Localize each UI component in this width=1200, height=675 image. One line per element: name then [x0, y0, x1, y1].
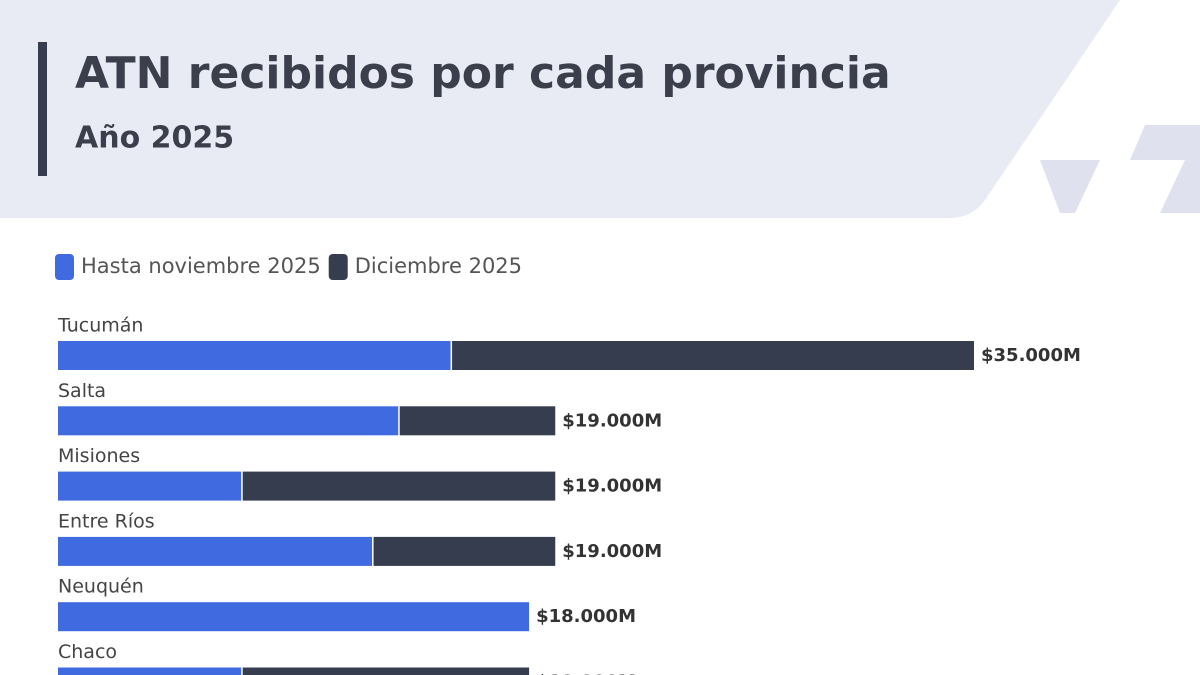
bar-segment: [58, 536, 373, 566]
total-label: $19.000M: [562, 410, 662, 431]
bar-segment: [58, 602, 530, 632]
total-label: $19.000M: [562, 541, 662, 562]
decor: [1040, 160, 1100, 213]
bar-segment: [58, 406, 399, 436]
total-label: $18.000M: [536, 606, 636, 627]
legend-swatch: [328, 254, 348, 280]
chart-subtitle: Año 2025: [75, 121, 234, 156]
total-label: $19.000M: [562, 476, 662, 497]
category-label: Neuquén: [58, 576, 144, 598]
chart-title: ATN recibidos por cada provincia: [75, 48, 891, 99]
bar-segment: [242, 667, 530, 675]
accent-bar: [38, 42, 47, 176]
bar-segment: [242, 471, 556, 501]
bar-segment: [373, 536, 556, 566]
bar-segment: [58, 667, 242, 675]
header-bg: [0, 0, 1120, 218]
legend-label: Hasta noviembre 2025: [81, 254, 321, 278]
bar-segment: [58, 471, 242, 501]
category-label: Entre Ríos: [58, 510, 155, 532]
bar-segment: [58, 341, 451, 370]
category-label: Salta: [58, 380, 106, 402]
total-label: $18.000M: [536, 672, 636, 675]
total-label: $35.000M: [981, 345, 1081, 366]
category-label: Tucumán: [57, 315, 143, 337]
bar-segment: [452, 341, 975, 370]
decor: [1130, 125, 1200, 213]
bar-segment: [399, 406, 556, 436]
category-label: Misiones: [58, 445, 140, 467]
legend-swatch: [55, 254, 74, 280]
category-label: Chaco: [58, 641, 117, 663]
legend-label: Diciembre 2025: [355, 254, 522, 278]
